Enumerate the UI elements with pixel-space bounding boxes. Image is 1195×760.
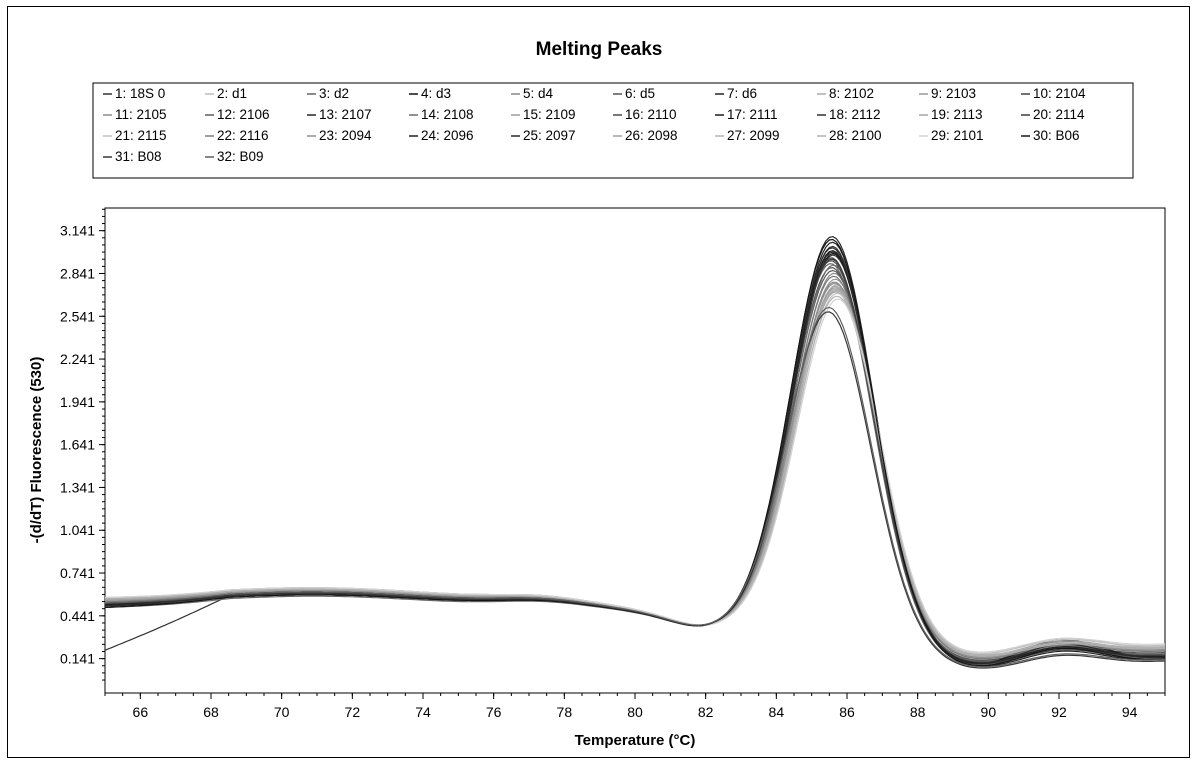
legend-item: 9: 2103 xyxy=(931,86,976,101)
y-tick-label: 0.141 xyxy=(60,651,95,667)
melting-peaks-chart: Melting Peaks 1: 18S 0 2: d1 3: d2 4: d3 5: … xyxy=(28,39,1166,749)
legend-item: 29: 2101 xyxy=(931,128,984,143)
y-tick-label: 0.441 xyxy=(60,608,95,624)
x-tick-label: 84 xyxy=(769,704,785,720)
x-tick-label: 86 xyxy=(839,704,855,720)
legend-item: 11: 2105 xyxy=(115,107,167,122)
legend-item: 32: B09 xyxy=(217,149,264,164)
legend-item: 3: d2 xyxy=(319,86,349,101)
x-tick-label: 72 xyxy=(345,704,361,720)
legend-item: 17: 2111 xyxy=(727,107,778,122)
series-lines xyxy=(104,235,1166,669)
series-line-32 xyxy=(104,306,1166,668)
legend-item: 15: 2109 xyxy=(523,107,576,122)
legend-item: 13: 2107 xyxy=(319,107,372,122)
y-tick-label: 1.641 xyxy=(60,437,95,453)
legend-item: 28: 2100 xyxy=(829,128,882,143)
legend-item: 6: d5 xyxy=(625,86,655,101)
legend-item: 21: 2115 xyxy=(115,128,167,143)
x-tick-label: 80 xyxy=(627,704,643,720)
y-tick-label: 1.941 xyxy=(60,394,95,410)
legend-item: 2: d1 xyxy=(217,86,247,101)
legend-item: 22: 2116 xyxy=(217,128,269,143)
x-tick-label: 82 xyxy=(698,704,714,720)
plot-area xyxy=(104,207,1166,694)
y-tick-label: 1.041 xyxy=(60,522,95,538)
legend-item: 18: 2112 xyxy=(829,107,881,122)
chart-title: Melting Peaks xyxy=(536,39,663,60)
legend-item: 30: B06 xyxy=(1033,128,1080,143)
y-axis: 0.141 0.441 0.741 1.041 1.341 1.641 1.941 2.241… xyxy=(60,208,105,681)
y-tick-label: 2.841 xyxy=(60,265,95,281)
legend-item: 1: 18S 0 xyxy=(115,86,165,101)
x-tick-label: 70 xyxy=(274,704,290,720)
y-tick-label: 2.241 xyxy=(60,351,95,367)
legend-item: 16: 2110 xyxy=(625,107,677,122)
x-tick-label: 88 xyxy=(910,704,926,720)
y-tick-label: 2.541 xyxy=(60,308,95,324)
x-axis: 66 68 70 72 74 76 78 80 82 84 86 88 90 92 94 xyxy=(104,693,1166,720)
legend-item: 20: 2114 xyxy=(1033,107,1085,122)
y-tick-label: 3.141 xyxy=(60,223,95,239)
x-tick-label: 94 xyxy=(1122,704,1138,720)
legend-item: 8: 2102 xyxy=(829,86,874,101)
legend-item: 12: 2106 xyxy=(217,107,270,122)
y-tick-label: 1.341 xyxy=(60,479,95,495)
x-axis-label: Temperature (°C) xyxy=(575,732,696,749)
legend-item: 26: 2098 xyxy=(625,128,678,143)
series-line-29 xyxy=(105,298,1166,653)
legend-item: 25: 2097 xyxy=(523,128,576,143)
legend-item: 7: d6 xyxy=(727,86,757,101)
legend-item: 10: 2104 xyxy=(1033,86,1086,101)
x-tick-label: 68 xyxy=(203,704,219,720)
legend: 1: 18S 0 2: d1 3: d2 4: d3 5: d4 6: d5 7: d6 8:… xyxy=(103,86,1086,164)
chart-frame: Melting Peaks 1: 18S 0 2: d1 3: d2 4: d3 5: … xyxy=(7,6,1190,758)
legend-item: 14: 2108 xyxy=(421,107,474,122)
x-tick-label: 92 xyxy=(1051,704,1067,720)
legend-item: 23: 2094 xyxy=(319,128,372,143)
y-tick-label: 0.741 xyxy=(60,565,95,581)
legend-box xyxy=(92,82,1134,179)
x-tick-label: 74 xyxy=(415,704,431,720)
x-tick-label: 76 xyxy=(486,704,502,720)
x-tick-label: 78 xyxy=(557,704,573,720)
legend-item: 19: 2113 xyxy=(931,107,983,122)
legend-item: 27: 2099 xyxy=(727,128,780,143)
legend-item: 24: 2096 xyxy=(421,128,474,143)
y-axis-label: -(d/dT) Fluorescence (530) xyxy=(28,357,45,544)
x-tick-label: 90 xyxy=(981,704,997,720)
legend-item: 4: d3 xyxy=(421,86,451,101)
legend-item: 5: d4 xyxy=(523,86,554,101)
x-tick-label: 66 xyxy=(133,704,149,720)
legend-item: 31: B08 xyxy=(115,149,162,164)
